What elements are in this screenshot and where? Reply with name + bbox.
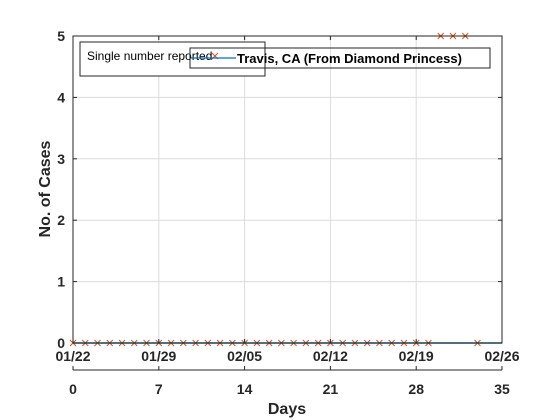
x-tick-labels: 0 7 14 21 28 35	[69, 381, 510, 397]
y-tick-label: 5	[57, 28, 65, 44]
axis-ticks	[72, 35, 503, 370]
grid-lines	[73, 36, 502, 343]
date-tick-label: 02/05	[227, 348, 262, 364]
x-axis-label: Days	[268, 401, 306, 418]
x-tick-label: 21	[323, 381, 339, 397]
chart-title-box	[189, 47, 491, 69]
x-tick-label: 14	[237, 381, 253, 397]
y-tick-label: 3	[57, 151, 65, 167]
data-layer	[69, 32, 502, 347]
date-tick-label: 02/26	[484, 348, 519, 364]
y-tick-labels: 0 1 2 3 4 5	[57, 28, 65, 351]
x-tick-label: 28	[408, 381, 424, 397]
y-tick-label: 1	[57, 274, 65, 290]
x-tick-label: 0	[69, 381, 77, 397]
y-tick-label: 4	[57, 89, 65, 105]
legend-entry-label: Single number reported	[87, 49, 212, 63]
legend: Single number reported	[79, 41, 266, 77]
y-tick-label: 0	[57, 335, 65, 351]
date-tick-labels: 01/22 01/29 02/05 02/12 02/19 02/26	[55, 348, 519, 364]
x-tick-label: 35	[494, 381, 510, 397]
date-tick-label: 01/22	[55, 348, 90, 364]
x-tick-label: 7	[155, 381, 163, 397]
y-axis-label: No. of Cases	[37, 140, 54, 237]
date-tick-label: 02/19	[399, 348, 434, 364]
date-tick-label: 02/12	[313, 348, 348, 364]
chart-title-group: Travis, CA (From Diamond Princess)	[189, 47, 491, 69]
y-tick-label: 2	[57, 212, 65, 228]
date-tick-label: 01/29	[141, 348, 176, 364]
chart-title: Travis, CA (From Diamond Princess)	[237, 51, 462, 66]
plot-area-frame	[72, 35, 503, 344]
